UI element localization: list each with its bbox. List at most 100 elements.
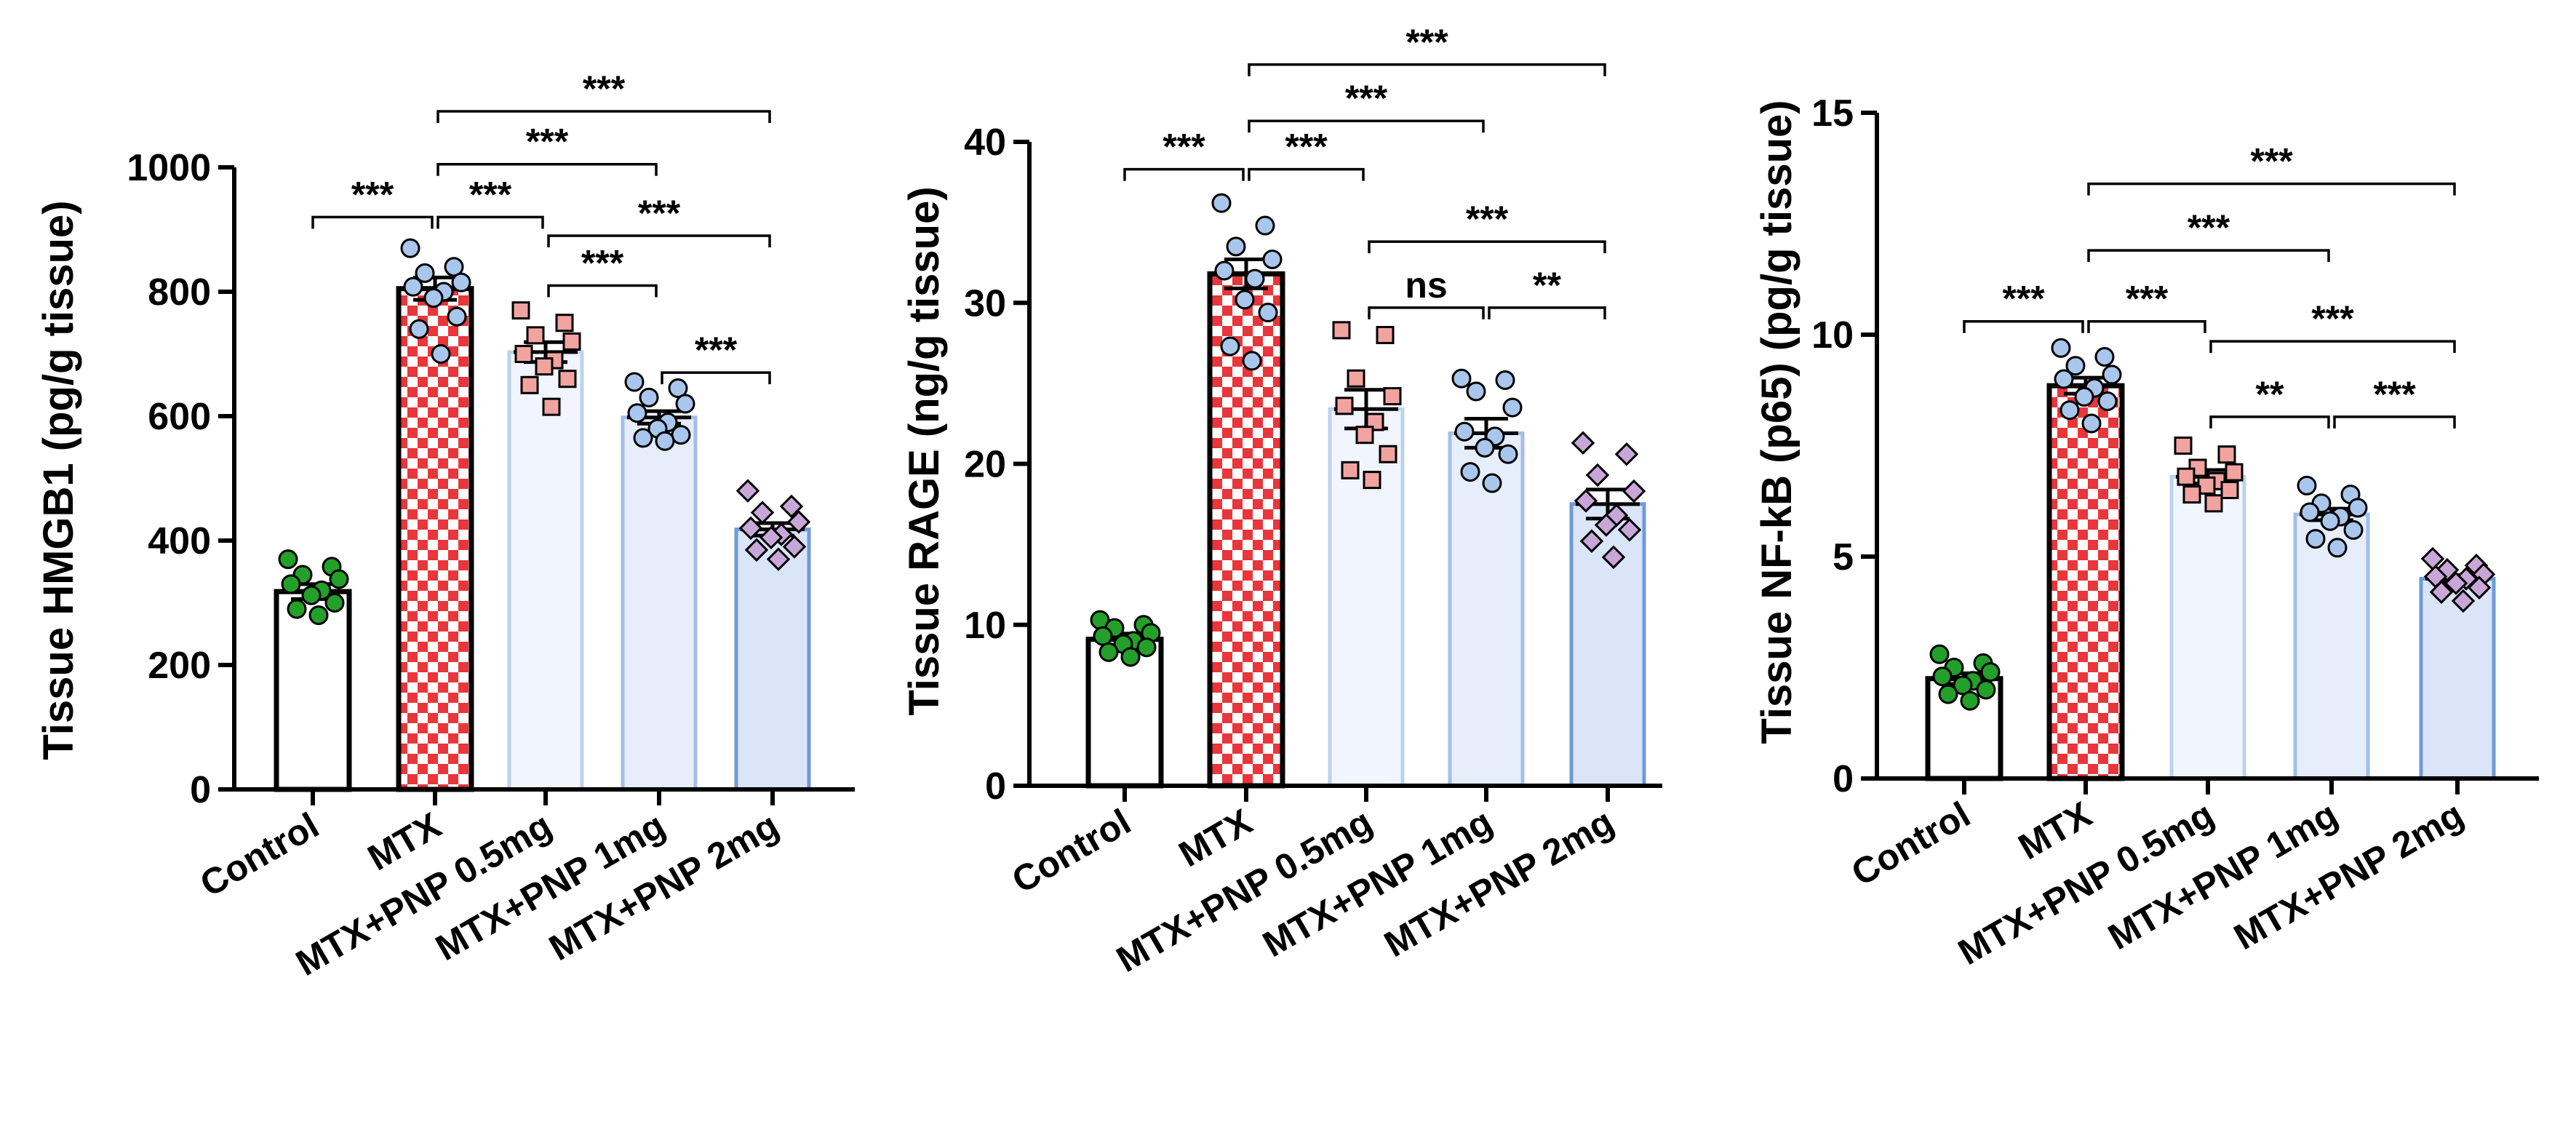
data-point-mtx-pnp-2 [779, 494, 804, 519]
significance-label: *** [2188, 207, 2230, 248]
significance-label: *** [2126, 279, 2169, 319]
data-point-mtx-pnp-2 [735, 479, 760, 503]
data-point-mtx-pnp-2 [766, 547, 791, 571]
data-point-mtx-pnp-1 [2343, 519, 2364, 540]
data-point-mtx-pnp-1 [655, 431, 675, 451]
data-point-control [1120, 647, 1141, 667]
significance-label: *** [2002, 279, 2045, 319]
significance-label: *** [581, 242, 624, 283]
data-point-mtx [2065, 356, 2086, 376]
significance-label: ns [1405, 265, 1447, 306]
bar-mtx-pnp-2 [1569, 502, 1646, 788]
data-point-mtx-pnp-05 [2174, 437, 2193, 455]
significance-bracket [2087, 182, 2456, 196]
data-point-mtx-pnp-2 [759, 525, 783, 549]
significance-bracket [2087, 319, 2206, 333]
data-point-mtx-pnp-05 [1383, 387, 1402, 406]
significance-bracket [1963, 319, 2084, 333]
data-point-mtx-pnp-05 [1341, 461, 1360, 479]
category-label-mtx-pnp-2: MTX+PNP 2mg [2227, 794, 2470, 957]
data-point-control [287, 599, 307, 619]
data-point-mtx-pnp-05 [2225, 463, 2244, 482]
y-tick-label: 0 [1833, 758, 1854, 800]
significance-bracket [1123, 167, 1245, 181]
data-point-mtx-pnp-05 [526, 326, 545, 345]
significance-label: ** [2256, 374, 2284, 415]
point-layer [278, 238, 811, 626]
significance-bracket [2087, 249, 2330, 263]
data-point-mtx [2054, 369, 2074, 389]
data-point-mtx-pnp-2 [1594, 513, 1619, 537]
bar-mtx-pnp-1 [1448, 431, 1525, 788]
data-point-mtx-pnp-1 [1451, 368, 1472, 389]
significance-bracket [1488, 306, 1606, 319]
significance-label: *** [469, 174, 512, 215]
data-point-mtx [400, 238, 420, 258]
y-tick-label: 15 [1811, 92, 1854, 135]
data-point-mtx-pnp-2 [782, 535, 807, 559]
panel-hmgb1: *** ****************** 02004006008001000 … [35, 68, 855, 984]
bracket-layer: *** *** *** *** *** ns ** [1123, 22, 1606, 319]
significance-label: *** [1345, 78, 1388, 119]
data-point-mtx-pnp-2 [1585, 463, 1610, 487]
significance-bracket [2333, 415, 2456, 429]
data-point-mtx-pnp-2 [744, 538, 769, 562]
data-point-mtx-pnp-2 [2451, 589, 2476, 613]
data-point-mtx-pnp-05 [1347, 369, 1365, 388]
data-point-mtx-pnp-1 [2297, 475, 2317, 495]
significance-bracket [547, 284, 658, 298]
bar-mtx-pnp-05 [1328, 407, 1405, 788]
data-point-mtx [1262, 250, 1283, 270]
data-point-mtx [423, 288, 444, 308]
data-point-mtx-pnp-05 [535, 357, 554, 376]
data-point-mtx [2094, 347, 2115, 367]
data-point-control [1980, 662, 2001, 682]
data-point-mtx-pnp-1 [2300, 502, 2320, 522]
significance-label: *** [351, 174, 394, 215]
y-tick-label: 40 [964, 122, 1006, 164]
data-point-mtx-pnp-2 [1574, 489, 1598, 513]
data-point-mtx [2097, 391, 2118, 411]
significance-bracket [311, 215, 434, 229]
significance-label: *** [1285, 127, 1328, 167]
bar-mtx [2046, 383, 2125, 781]
data-point-mtx-pnp-05 [2204, 494, 2223, 513]
data-point-mtx-pnp-05 [2217, 445, 2236, 464]
bar-mtx [396, 286, 474, 792]
data-point-mtx [1242, 351, 1262, 371]
data-point-mtx-pnp-2 [2444, 571, 2468, 595]
significance-bracket [436, 110, 771, 124]
significance-bracket [1368, 240, 1606, 254]
data-point-mtx [409, 319, 429, 339]
bar-mtx-pnp-05 [2169, 474, 2246, 781]
data-point-mtx-pnp-05 [558, 370, 577, 389]
data-point-mtx-pnp-1 [633, 428, 653, 448]
point-layer [1090, 193, 1646, 667]
data-point-mtx-pnp-1 [1454, 421, 1475, 442]
axis-layer: 0 5 10 15 [1811, 92, 2539, 800]
point-layer [1929, 338, 2496, 711]
significance-label: ** [1533, 265, 1561, 306]
data-point-mtx-pnp-1 [1460, 462, 1480, 482]
bracket-layer: *** ************** *** [1963, 141, 2456, 429]
significance-bracket [436, 162, 658, 176]
y-tick-label: 10 [1811, 314, 1854, 357]
bar-control [274, 589, 352, 792]
y-tick-label: 0 [985, 765, 1006, 808]
data-point-mtx-pnp-1 [1498, 444, 1518, 464]
data-point-mtx-pnp-1 [639, 387, 659, 407]
bar-mtx-pnp-1 [621, 415, 698, 792]
data-point-mtx-pnp-2 [2467, 576, 2492, 600]
data-point-mtx-pnp-1 [2348, 498, 2368, 518]
category-label-control: Control [1845, 794, 1977, 893]
bar-mtx-pnp-2 [2419, 577, 2496, 781]
significance-bracket [1248, 119, 1485, 133]
significance-bracket [1248, 63, 1606, 76]
data-point-mtx [1235, 290, 1255, 310]
data-point-control [1953, 675, 1973, 696]
y-tick-label: 600 [148, 396, 211, 438]
data-point-mtx [1258, 303, 1278, 323]
